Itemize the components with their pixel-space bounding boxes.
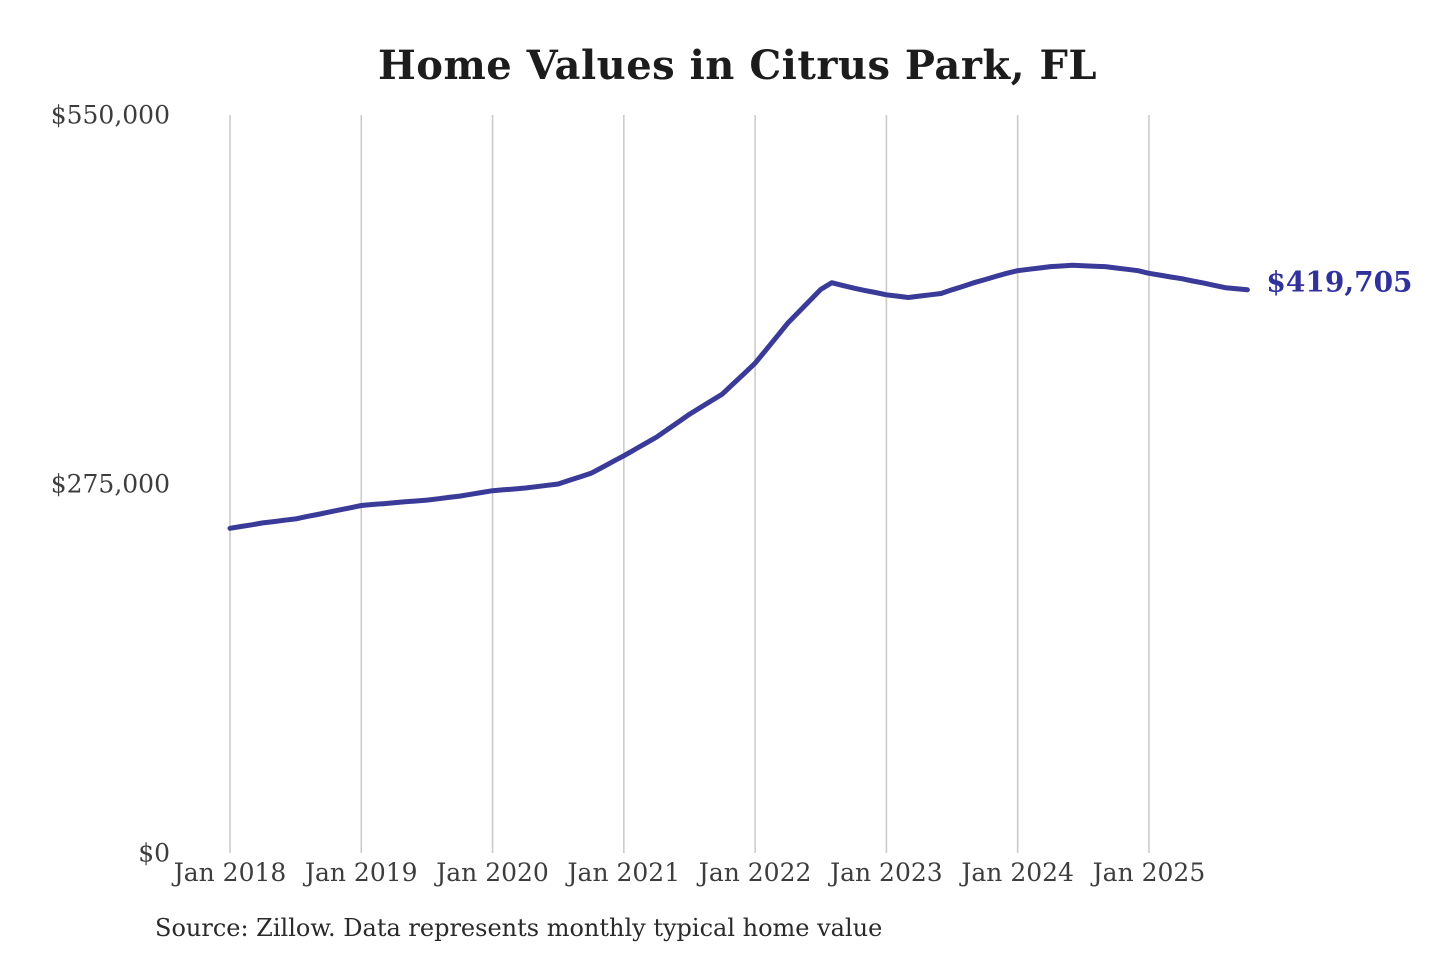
chart-title: Home Values in Citrus Park, FL [377,42,1098,89]
x-tick-label-jan-2024: Jan 2024 [961,858,1074,887]
y-tick-label-0: $0 [138,838,170,868]
x-tick-label-jan-2025: Jan 2025 [1092,858,1206,887]
y-tick-label-275000: $275,000 [50,469,170,499]
x-tick-label-jan-2018: Jan 2018 [173,858,287,887]
gridlines-group [229,115,1150,853]
x-tick-label-jan-2021: Jan 2021 [567,858,681,887]
source-note: Source: Zillow. Data represents monthly … [155,914,883,942]
y-tick-label-550000: $550,000 [50,100,170,130]
x-tick-label-jan-2023: Jan 2023 [830,858,943,887]
x-tick-label-jan-2020: Jan 2020 [436,858,549,887]
x-tick-label-jan-2019: Jan 2019 [304,858,418,887]
home-value-line [227,262,1250,531]
x-tick-label-jan-2022: Jan 2022 [698,858,812,887]
series-group [227,262,1250,531]
current-value-label: $419,705 [1266,265,1413,299]
